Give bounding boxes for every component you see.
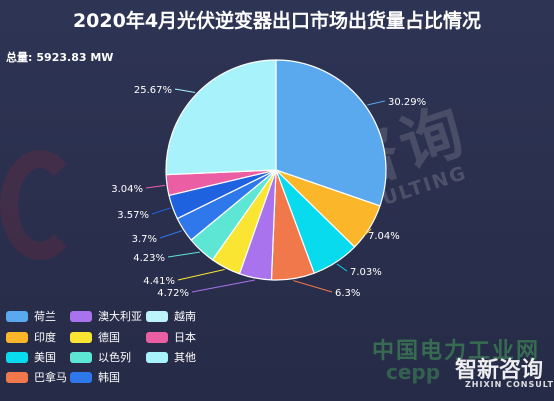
data-label-9: 3.04% xyxy=(111,184,143,195)
leader-line-8 xyxy=(151,207,171,215)
legend-swatch xyxy=(146,351,168,363)
pie-slice-10 xyxy=(165,59,277,176)
leader-line-10 xyxy=(174,88,196,93)
legend-item[interactable]: 其他 xyxy=(146,350,196,364)
data-label-0: 30.29% xyxy=(388,97,426,108)
data-label-3: 6.3% xyxy=(335,288,360,299)
legend-swatch xyxy=(6,331,28,343)
watermark-logo-cn: 智新咨询 xyxy=(455,358,544,383)
leader-line-2 xyxy=(336,263,348,272)
data-label-6: 4.23% xyxy=(133,253,165,264)
legend-label: 荷兰 xyxy=(34,310,56,323)
legend-item[interactable]: 日本 xyxy=(146,330,196,344)
data-label-1: 7.04% xyxy=(368,231,400,242)
legend-swatch xyxy=(70,371,92,383)
leader-line-6 xyxy=(167,251,200,258)
data-label-2: 7.03% xyxy=(350,267,382,278)
legend-swatch xyxy=(70,331,92,343)
legend-label: 其他 xyxy=(174,351,196,364)
legend-label: 美国 xyxy=(34,351,56,364)
legend-label: 德国 xyxy=(98,331,120,344)
legend-label: 越南 xyxy=(174,310,196,323)
legend-label: 韩国 xyxy=(98,371,120,384)
legend-swatch xyxy=(70,310,92,322)
legend-item[interactable]: 韩国 xyxy=(70,370,120,384)
total-readout: 总量: 5923.83 MW xyxy=(6,49,117,65)
data-label-5: 4.41% xyxy=(143,276,175,287)
data-label-10: 25.67% xyxy=(134,85,172,96)
legend-swatch xyxy=(70,351,92,363)
data-label-8: 3.57% xyxy=(117,210,149,221)
leader-line-9 xyxy=(145,184,166,189)
legend-swatch xyxy=(146,331,168,343)
legend-item[interactable]: 越南 xyxy=(146,309,196,323)
watermark-bottom-url: cepp xyxy=(386,360,441,384)
legend-item[interactable]: 以色列 xyxy=(70,350,131,364)
legend-label: 巴拿马 xyxy=(34,371,67,384)
leader-line-1 xyxy=(364,228,372,236)
chart-title: 2020年4月光伏逆变器出口市场出货量占比情况 xyxy=(72,10,482,32)
legend-label: 日本 xyxy=(174,331,196,344)
legend-swatch xyxy=(6,310,28,322)
pie-slice-0 xyxy=(275,59,387,207)
leader-line-0 xyxy=(367,100,386,106)
legend-swatch xyxy=(146,310,168,322)
total-label: 总量: xyxy=(6,51,33,64)
watermark-logo-en: ZHIXIN CONSULTING xyxy=(465,380,554,389)
legend-label: 印度 xyxy=(34,331,56,344)
legend-item[interactable]: 澳大利亚 xyxy=(70,309,142,323)
leader-line-4 xyxy=(191,279,255,293)
legend-item[interactable]: 德国 xyxy=(70,330,120,344)
legend-label: 以色列 xyxy=(98,351,131,364)
legend-swatch xyxy=(6,371,28,383)
data-label-4: 4.72% xyxy=(157,288,189,299)
legend-item[interactable]: 印度 xyxy=(6,330,56,344)
legend-item[interactable]: 荷兰 xyxy=(6,309,56,323)
total-value: 5923.83 MW xyxy=(36,51,114,64)
legend-label: 澳大利亚 xyxy=(98,310,142,323)
leader-line-5 xyxy=(177,269,225,281)
data-label-7: 3.7% xyxy=(132,234,157,245)
leader-line-3 xyxy=(293,280,333,293)
legend-item[interactable]: 巴拿马 xyxy=(6,370,67,384)
legend-item[interactable]: 美国 xyxy=(6,350,56,364)
watermark-bottom-cn: 中国电力工业网 xyxy=(372,339,541,364)
leader-line-7 xyxy=(159,230,183,239)
legend-swatch xyxy=(6,351,28,363)
